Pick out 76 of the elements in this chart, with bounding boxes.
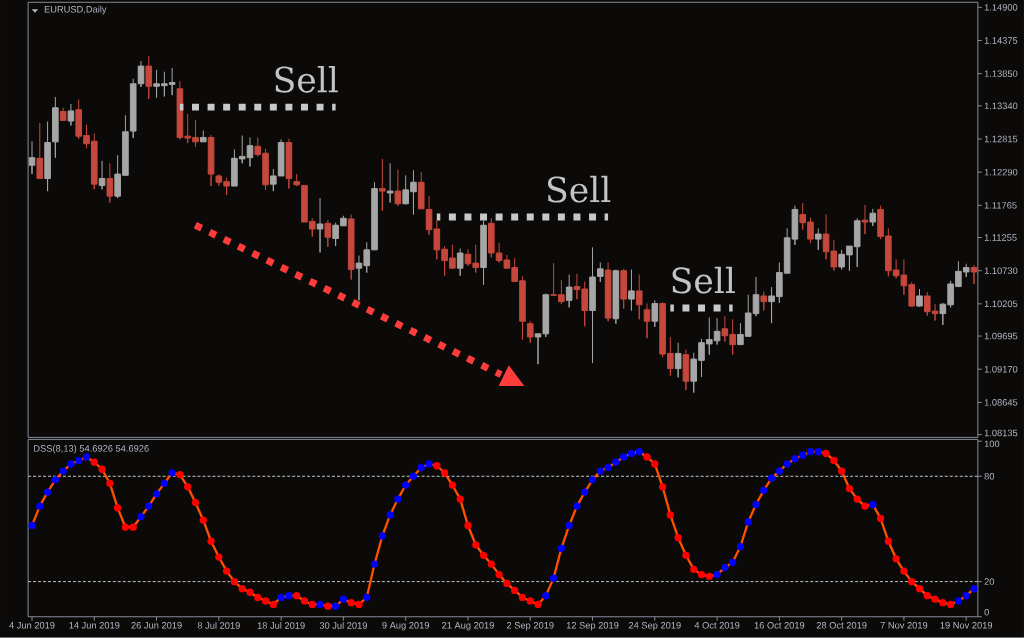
y-tick-label: 1.13850 bbox=[984, 70, 1018, 78]
candlestick bbox=[394, 169, 402, 207]
candlestick bbox=[145, 55, 153, 100]
y-tick-label: 1.12815 bbox=[984, 135, 1018, 143]
y-tick-label: 1.14900 bbox=[984, 4, 1018, 11]
y-tick-label: 1.14375 bbox=[984, 37, 1018, 44]
candlestick bbox=[480, 220, 487, 286]
candlestick bbox=[970, 264, 978, 285]
candlestick bbox=[682, 349, 690, 391]
x-tick-label: 24 Sep 2019 bbox=[628, 622, 681, 631]
y-tick-label: 1.12290 bbox=[984, 169, 1018, 176]
y-tick-label: 100 bbox=[984, 440, 1000, 448]
candlestick bbox=[526, 320, 534, 344]
x-tick-label: 19 Nov 2019 bbox=[940, 622, 993, 629]
y-tick-label: 1.13340 bbox=[984, 102, 1018, 110]
candlestick bbox=[760, 291, 768, 312]
candlestick bbox=[36, 122, 44, 180]
y-tick-label: 80 bbox=[984, 473, 995, 480]
candlestick bbox=[604, 262, 612, 322]
candlestick bbox=[620, 268, 627, 310]
candlestick bbox=[861, 204, 869, 235]
candlestick bbox=[347, 214, 355, 281]
x-tick-label: 4 Jun 2019 bbox=[9, 622, 55, 629]
x-tick-label: 12 Sep 2019 bbox=[566, 622, 619, 631]
x-tick-label: 18 Jul 2019 bbox=[257, 622, 305, 629]
x-tick-label: 4 Oct 2019 bbox=[694, 622, 740, 629]
x-tick-label: 8 Jul 2019 bbox=[197, 622, 240, 629]
annotation: Sell bbox=[275, 66, 338, 93]
annotation: Sell bbox=[548, 175, 611, 203]
candlestick bbox=[67, 103, 75, 127]
y-tick-label: 1.10730 bbox=[984, 267, 1018, 275]
candlestick bbox=[379, 158, 386, 212]
y-tick-label: 1.10205 bbox=[984, 300, 1018, 308]
candlestick bbox=[59, 107, 67, 122]
x-tick-label: 30 Jul 2019 bbox=[319, 622, 367, 629]
y-tick-label: 0 bbox=[984, 609, 989, 616]
x-tick-label: 14 Jun 2019 bbox=[69, 622, 120, 629]
x-tick-label: 9 Aug 2019 bbox=[382, 622, 430, 631]
y-tick-label: 1.09695 bbox=[984, 332, 1018, 340]
y-tick-label: 1.09170 bbox=[984, 366, 1018, 373]
candlestick bbox=[456, 248, 464, 277]
candlestick bbox=[293, 173, 300, 187]
y-tick-label: 1.08135 bbox=[984, 429, 1018, 437]
candlestick bbox=[814, 228, 822, 251]
candlestick bbox=[324, 219, 332, 248]
candlestick bbox=[316, 197, 324, 254]
candlestick bbox=[651, 300, 659, 328]
x-tick-label: 16 Oct 2019 bbox=[754, 622, 805, 629]
candlestick bbox=[207, 134, 215, 187]
x-tick-label: 28 Oct 2019 bbox=[816, 622, 867, 629]
candlestick bbox=[628, 269, 635, 312]
candlestick bbox=[869, 208, 877, 227]
x-tick-label: 21 Aug 2019 bbox=[442, 622, 494, 631]
candlestick bbox=[565, 274, 573, 308]
candlestick bbox=[916, 288, 923, 308]
candlestick bbox=[635, 274, 643, 320]
candlestick bbox=[612, 269, 620, 325]
chart-title: EURUSD,Daily bbox=[44, 5, 107, 15]
candlestick bbox=[386, 162, 394, 204]
y-tick-label: 1.11255 bbox=[984, 234, 1017, 241]
x-tick-label: 7 Nov 2019 bbox=[880, 622, 928, 629]
candlestick bbox=[28, 140, 36, 175]
candlestick bbox=[199, 130, 207, 143]
y-tick-label: 1.08645 bbox=[984, 399, 1018, 406]
x-tick-label: 2 Sep 2019 bbox=[506, 622, 554, 631]
candlestick bbox=[643, 303, 651, 339]
y-tick-label: 1.11765 bbox=[984, 202, 1017, 209]
y-tick-label: 20 bbox=[984, 578, 995, 586]
text: DSS(8,13) 54.6926 54.6926 bbox=[34, 445, 149, 454]
candlestick bbox=[106, 162, 114, 204]
annotation: Sell bbox=[672, 266, 735, 294]
candlestick bbox=[417, 171, 425, 210]
candlestick bbox=[285, 138, 293, 190]
x-tick-label: 26 Jun 2019 bbox=[131, 622, 182, 629]
candlestick bbox=[674, 342, 682, 379]
candlestick bbox=[98, 160, 106, 190]
